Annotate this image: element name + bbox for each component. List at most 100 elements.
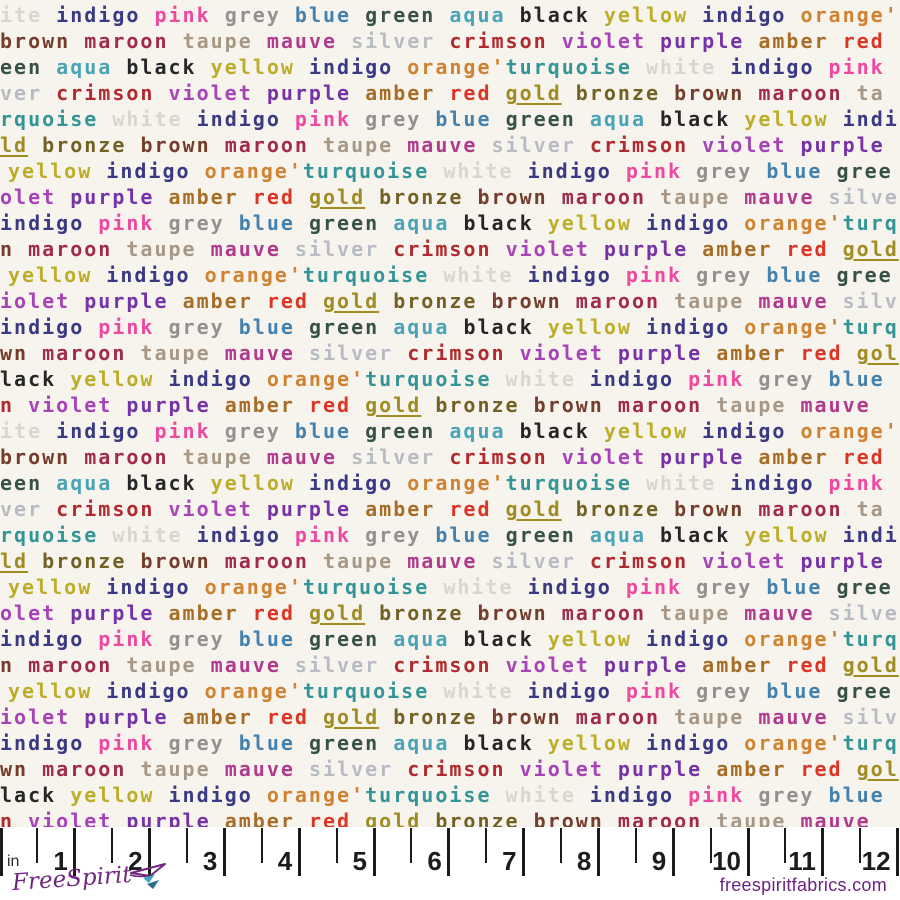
color-word-maroon: maroon xyxy=(224,133,309,157)
color-word-orange: orange' xyxy=(800,419,899,443)
color-word-maroon: maroon xyxy=(617,809,703,832)
color-word-white: white xyxy=(443,679,514,703)
ruler-inch-tick xyxy=(148,828,152,876)
color-word-black: black xyxy=(126,471,197,495)
ruler-number: 6 xyxy=(427,846,442,876)
color-word-yellow: yellow xyxy=(744,523,829,547)
color-word-silver: ver xyxy=(0,81,43,105)
color-word-mauve: mauve xyxy=(266,29,338,53)
color-word-brown: brown xyxy=(140,133,211,157)
ruler-inch-tick xyxy=(222,828,226,876)
color-word-green: een xyxy=(0,55,43,79)
color-word-turquoise: turquoise xyxy=(505,471,632,495)
pattern-row: ite indigo pink grey blue green aqua bla… xyxy=(0,2,900,28)
color-word-violet: violet xyxy=(505,653,590,677)
color-word-red: red xyxy=(308,809,352,832)
color-word-amber: amber xyxy=(224,393,295,417)
color-word-indigo: indi xyxy=(842,107,899,131)
pattern-row: ver crimson violet purple amber red gold… xyxy=(0,80,900,106)
color-word-purple: purple xyxy=(800,133,885,157)
ruler-inch-tick xyxy=(297,828,301,876)
color-word-indigo: indigo xyxy=(56,3,141,27)
pattern-row: indigo pink grey blue green aqua black y… xyxy=(0,730,900,756)
color-word-violet: violet xyxy=(168,497,253,521)
color-word-taupe: taupe xyxy=(140,341,211,365)
color-word-gold: gold xyxy=(308,185,366,209)
pattern-row: brown maroon taupe mauve silver crimson … xyxy=(0,444,900,470)
color-word-purple: purple xyxy=(617,341,703,365)
color-word-orange: orange' xyxy=(407,471,506,495)
color-word-violet: violet xyxy=(168,81,253,105)
color-word-silver: silver xyxy=(351,445,436,469)
color-word-red: red xyxy=(786,653,829,677)
color-word-maroon: maroon xyxy=(575,289,661,313)
color-word-indigo: indigo xyxy=(527,575,612,599)
color-word-yellow: yellow xyxy=(547,211,632,235)
color-word-green: gree xyxy=(836,575,893,599)
color-word-grey: grey xyxy=(168,731,225,755)
color-word-yellow: yellow xyxy=(547,627,632,651)
color-word-pink: pink xyxy=(828,55,885,79)
color-word-purple: purple xyxy=(126,393,211,417)
color-word-aqua: aqua xyxy=(589,523,646,547)
color-word-green: gree xyxy=(836,263,893,287)
color-word-purple: purple xyxy=(603,653,689,677)
color-word-turquoise: turquoise xyxy=(365,367,492,391)
color-word-amber: amber xyxy=(365,497,436,521)
color-word-violet: iolet xyxy=(0,289,71,313)
color-word-red: red xyxy=(308,393,352,417)
color-word-yellow: yellow xyxy=(744,107,829,131)
color-word-blue: blue xyxy=(238,211,295,235)
color-word-indigo: indigo xyxy=(56,419,141,443)
pattern-row: iolet purple amber red gold bronze brown… xyxy=(0,704,900,730)
color-word-indigo: indigo xyxy=(0,315,85,339)
color-word-gold: gol xyxy=(856,757,899,781)
color-word-pink: pink xyxy=(98,315,155,339)
color-word-violet: violet xyxy=(505,237,590,261)
pattern-row: rquoise white indigo pink grey blue gree… xyxy=(0,106,900,132)
ruler-number: 11 xyxy=(788,846,816,876)
color-word-purple: purple xyxy=(266,81,352,105)
color-word-silver: silver xyxy=(308,757,394,781)
color-word-amber: amber xyxy=(758,29,829,53)
color-word-amber: amber xyxy=(716,341,787,365)
pattern-row: yellow indigo orange'turquoise white ind… xyxy=(0,262,900,288)
pattern-row: lack yellow indigo orange'turquoise whit… xyxy=(0,366,900,392)
color-word-gold: gol xyxy=(856,341,899,365)
color-word-indigo: indigo xyxy=(0,731,85,755)
color-word-black: black xyxy=(463,211,534,235)
color-word-aqua: aqua xyxy=(393,211,450,235)
color-word-amber: amber xyxy=(702,237,773,261)
color-word-indigo: indigo xyxy=(527,159,612,183)
ruler-inch-tick xyxy=(73,828,77,876)
color-word-blue: blue xyxy=(294,3,352,27)
color-word-orange: orange' xyxy=(407,55,506,79)
color-word-pink: pink xyxy=(625,263,683,287)
color-word-red: red xyxy=(842,445,885,469)
ruler-inch-tick xyxy=(596,828,600,876)
color-word-mauve: mauve xyxy=(210,653,281,677)
color-word-purple: purple xyxy=(660,29,745,53)
color-word-amber: amber xyxy=(758,445,829,469)
color-word-indigo: indigo xyxy=(106,575,191,599)
color-word-black: black xyxy=(519,3,590,27)
color-word-maroon: maroon xyxy=(561,185,646,209)
color-word-grey: grey xyxy=(696,679,753,703)
color-word-brown: n xyxy=(0,237,15,261)
color-word-orange: orange' xyxy=(800,3,899,27)
ruler-inch-tick xyxy=(447,828,451,876)
color-word-violet: violet xyxy=(561,29,646,53)
color-word-pink: pink xyxy=(294,107,352,131)
color-word-taupe: taupe xyxy=(140,757,211,781)
ruler-half-tick xyxy=(784,828,787,863)
color-word-green: green xyxy=(308,315,380,339)
color-word-indigo: indigo xyxy=(589,367,675,391)
color-word-pink: pink xyxy=(828,471,885,495)
color-word-black: black xyxy=(660,107,731,131)
color-word-turquoise: rquoise xyxy=(0,523,99,547)
color-word-yellow: yellow xyxy=(547,315,632,339)
color-word-white: white xyxy=(645,55,717,79)
color-word-black: lack xyxy=(0,783,57,807)
color-word-yellow: yellow xyxy=(70,367,155,391)
color-word-purple: purple xyxy=(126,809,211,832)
